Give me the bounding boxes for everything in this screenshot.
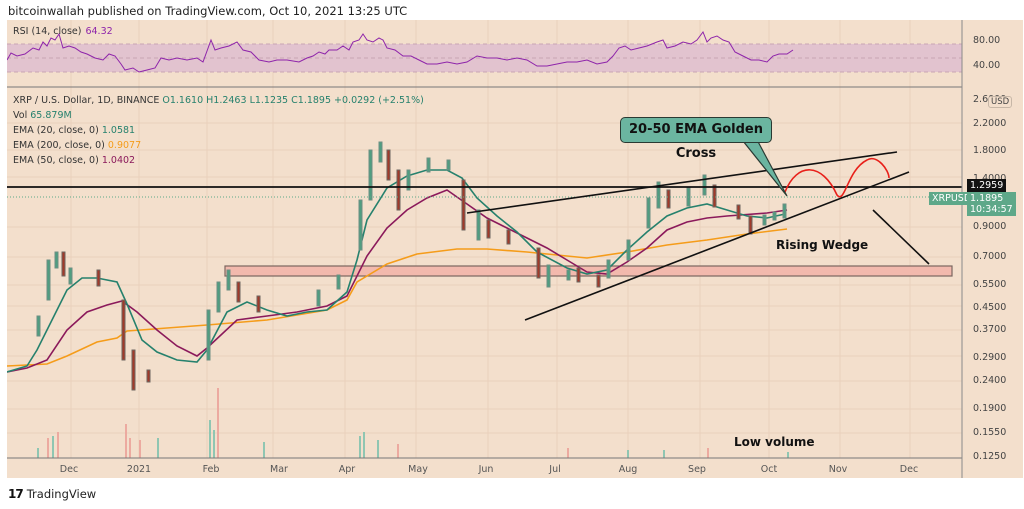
- price-tick: 0.7000: [973, 251, 1007, 262]
- time-tick: Sep: [688, 464, 706, 475]
- resistance-price-tag: 1.2959: [967, 179, 1007, 192]
- time-tick: May: [408, 464, 428, 475]
- price-tick: 2.2000: [973, 118, 1007, 129]
- annotation-low-volume[interactable]: Low volume: [734, 435, 815, 449]
- rsi-axis-80: 80.00: [973, 35, 1001, 46]
- time-tick: Dec: [899, 464, 919, 475]
- time-tick: Feb: [202, 464, 220, 475]
- chart-canvas: [7, 20, 963, 478]
- ohlc-change: +0.0292 (+2.51%): [334, 95, 424, 106]
- time-tick: Aug: [618, 464, 638, 475]
- indicator-ema50[interactable]: EMA (50, close, 0) 1.0402: [13, 155, 136, 166]
- tradingview-logo-icon[interactable]: 17: [8, 487, 24, 501]
- currency-badge[interactable]: USD: [988, 96, 1013, 108]
- footer: 17 TradingView: [8, 487, 96, 501]
- time-tick: Nov: [828, 464, 848, 475]
- ohlc-open: O1.1610: [162, 95, 204, 106]
- time-tick: 2021: [126, 464, 152, 475]
- indicator-vol[interactable]: Vol 65.879M: [13, 110, 72, 121]
- time-tick: Jun: [478, 464, 494, 475]
- price-tick: 0.5500: [973, 279, 1007, 290]
- time-tick: Oct: [760, 464, 778, 475]
- symbol-legend: XRP / U.S. Dollar, 1D, BINANCE O1.1610 H…: [13, 93, 424, 168]
- time-tick: Apr: [338, 464, 356, 475]
- price-tick: 0.9000: [973, 221, 1007, 232]
- chart-area[interactable]: RSI (14, close) 64.32 80.00 40.00 XRP / U…: [7, 20, 1023, 478]
- price-tick: 0.2900: [973, 352, 1007, 363]
- ohlc-low: L1.1235: [249, 95, 289, 106]
- tradingview-brand[interactable]: TradingView: [26, 487, 97, 501]
- rsi-legend: RSI (14, close) 64.32: [13, 26, 113, 37]
- callout-golden-cross[interactable]: 20-50 EMA Golden Cross: [620, 117, 772, 161]
- price-tick: 1.8000: [973, 145, 1007, 156]
- annotation-rising-wedge[interactable]: Rising Wedge: [776, 238, 869, 252]
- rsi-value: 64.32: [85, 26, 113, 37]
- rsi-axis-40: 40.00: [973, 60, 1001, 71]
- price-tick: 0.1550: [973, 427, 1007, 438]
- time-tick: Mar: [270, 464, 288, 475]
- ohlc-high: H1.2463: [206, 95, 247, 106]
- published-line: bitcoinwallah published on TradingView.c…: [8, 4, 408, 18]
- time-tick: Dec: [59, 464, 79, 475]
- price-tick: 0.3700: [973, 324, 1007, 335]
- time-tick: Jul: [549, 464, 561, 475]
- last-price-tag: 1.1895 10:34:57: [967, 192, 1016, 216]
- price-tick: 0.4500: [973, 302, 1007, 313]
- countdown: 10:34:57: [970, 204, 1013, 215]
- indicator-ema20[interactable]: EMA (20, close, 0) 1.0581: [13, 125, 136, 136]
- ohlc-close: C1.1895: [291, 95, 332, 106]
- price-tick: 0.1900: [973, 403, 1007, 414]
- price-tick: 0.1250: [973, 451, 1007, 462]
- symbol-line: XRP / U.S. Dollar, 1D, BINANCE O1.1610 H…: [13, 93, 424, 108]
- price-tick: 0.2400: [973, 375, 1007, 386]
- symbol-tag: XRPUSD: [929, 192, 975, 205]
- rsi-label: RSI (14, close): [13, 26, 82, 37]
- indicator-ema200[interactable]: EMA (200, close, 0) 0.9077: [13, 140, 142, 151]
- symbol-title: XRP / U.S. Dollar, 1D, BINANCE: [13, 95, 160, 106]
